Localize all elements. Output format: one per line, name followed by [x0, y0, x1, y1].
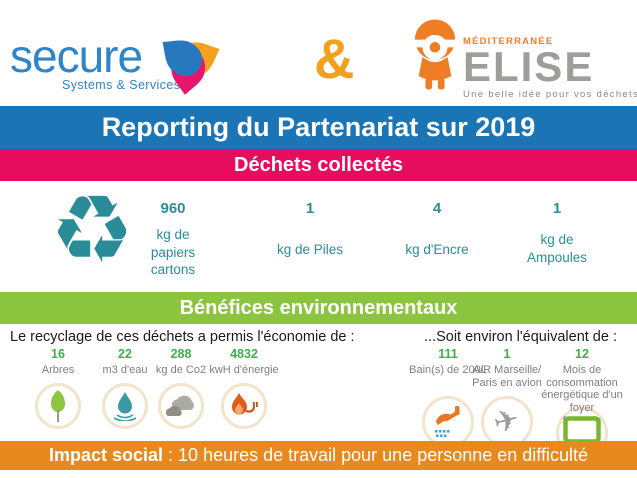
- secure-swirl-icon: [152, 26, 226, 103]
- benefit-energy: 4832 kwH d'énergie: [203, 347, 285, 429]
- stat-batteries-value: 1: [305, 200, 315, 217]
- stat-bulbs: 1 kg de Ampoules: [509, 200, 605, 266]
- benefit-water-label: m3 d'eau: [102, 364, 148, 376]
- elise-wordmark: ELISE: [462, 43, 595, 90]
- benefit-co2-label: kg de Co2: [155, 364, 207, 376]
- benefit-water-value: 22: [118, 347, 132, 361]
- equivalent-household-energy-label: Mois de consommation énergétique d'un fo…: [541, 364, 623, 427]
- equivalent-baths-value: 111: [438, 347, 458, 361]
- equivalents-intro: ...Soit environ l'équivalent de :: [424, 329, 617, 345]
- collected-waste-banner: Déchets collectés: [0, 149, 637, 181]
- equivalent-flight-label: A/R Marseille/ Paris en avion: [472, 364, 542, 389]
- energy-flame-icon: [221, 382, 267, 429]
- stat-papers: 960 kg de papiers cartons: [135, 200, 211, 279]
- stat-batteries-label: kg de Piles: [276, 242, 344, 257]
- secure-tagline: Systems & Services: [62, 78, 181, 92]
- secure-wordmark: secure: [10, 30, 143, 82]
- stat-ink-label: kg d'Encre: [405, 242, 469, 257]
- equivalent-baths: 111 Bain(s) de 200L: [408, 347, 488, 448]
- social-impact-bold: Impact social: [49, 445, 164, 465]
- stat-bulbs-value: 1: [552, 200, 562, 217]
- stat-papers-value: 960: [160, 200, 186, 217]
- benefit-energy-label: kwH d'énergie: [209, 364, 279, 376]
- elise-logo: MÉDITERRANÉE ELISE Une belle idée pour v…: [411, 12, 637, 100]
- social-impact-text: : 10 heures de travail pour une personne…: [163, 445, 588, 465]
- plane-glyph: ✈: [490, 402, 524, 441]
- plane-icon: ✈: [481, 396, 533, 448]
- benefit-water: 22 m3 d'eau: [92, 347, 158, 429]
- water-drop-icon: [102, 382, 148, 429]
- stat-ink-value: 4: [432, 200, 442, 217]
- savings-intro: Le recyclage de ces déchets a permis l'é…: [10, 329, 355, 345]
- stat-papers-label: kg de papiers cartons: [150, 227, 196, 278]
- benefit-co2: 288 kg de Co2: [148, 347, 214, 429]
- elise-tagline: Une belle idée pour vos déchets: [462, 89, 637, 100]
- elise-person-icon: [411, 18, 459, 97]
- recycling-icon: ♻: [49, 177, 135, 282]
- report-title-banner: Reporting du Partenariat sur 2019: [0, 106, 637, 149]
- benefit-trees-value: 16: [51, 347, 65, 361]
- benefit-energy-value: 4832: [230, 347, 258, 361]
- ampersand: &: [314, 27, 355, 90]
- equivalent-household-energy-value: 12: [575, 347, 589, 361]
- benefit-co2-value: 288: [170, 347, 192, 361]
- benefit-trees: 16 Arbres: [26, 347, 90, 429]
- equivalent-flight: 1 A/R Marseille/ Paris en avion ✈: [468, 347, 546, 448]
- stat-bulbs-label: kg de Ampoules: [526, 232, 588, 265]
- stat-ink: 4 kg d'Encre: [389, 200, 485, 259]
- equivalent-baths-label: Bain(s) de 200L: [409, 364, 487, 376]
- secure-logo: secure Systems & Services: [10, 30, 181, 92]
- equivalent-flight-value: 1: [503, 347, 511, 361]
- shower-icon: [422, 396, 474, 448]
- social-impact-banner: Impact social : 10 heures de travail pou…: [0, 441, 637, 470]
- benefit-trees-label: Arbres: [41, 364, 75, 376]
- elise-region-label: MÉDITERRANÉE: [462, 36, 554, 47]
- stat-batteries: 1 kg de Piles: [262, 200, 358, 259]
- tree-icon: [35, 382, 81, 429]
- co2-cloud-icon: [158, 382, 204, 429]
- environmental-benefits-banner: Bénéfices environnementaux: [0, 292, 637, 324]
